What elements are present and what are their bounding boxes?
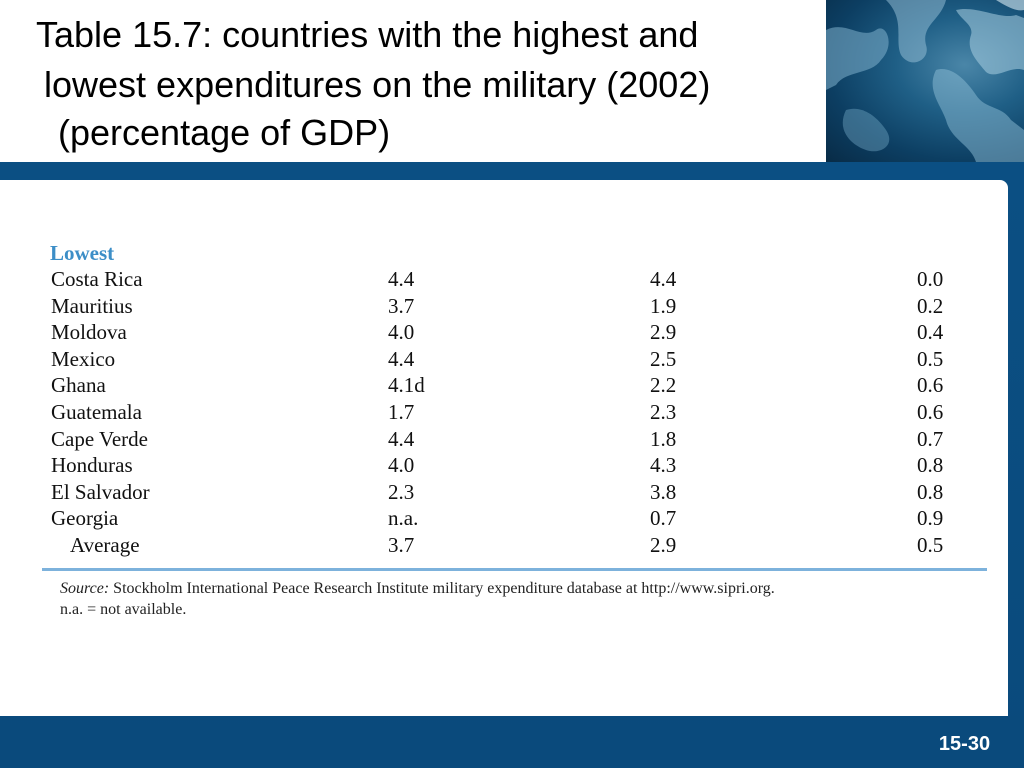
value-col-3: 0.7 [917,426,944,451]
value-col-3: 0.9 [917,506,944,531]
table-row: Guatemala 1.7 2.3 0.6 [50,399,970,426]
source-note: Source: Stockholm International Peace Re… [60,578,960,620]
value-col-1: 4.1d [388,373,425,398]
country-name: Georgia [51,506,119,531]
value-col-3: 0.8 [917,453,944,478]
value-col-1: 2.3 [388,479,415,504]
table-row: Ghana 4.1d 2.2 0.6 [50,372,970,399]
average-value-1: 3.7 [388,532,415,557]
slide-title-line-2: lowest expenditures on the military (200… [44,64,711,105]
value-col-1: 4.4 [388,346,415,371]
country-name: Costa Rica [51,267,143,291]
average-label: Average [70,532,140,557]
country-name: Cape Verde [51,426,148,451]
value-col-2: 2.5 [650,346,677,371]
value-col-1: 4.4 [388,426,415,451]
source-line: Source: Stockholm International Peace Re… [60,578,960,599]
value-col-2: 1.9 [650,293,677,318]
table-row: Cape Verde 4.4 1.8 0.7 [50,426,970,453]
value-col-3: 0.6 [917,373,944,398]
table-body: Costa Rica 4.4 4.4 0.0 Mauritius 3.7 1.9 0.2 Mol… [50,266,970,532]
value-col-2: 0.7 [650,506,677,531]
military-expenditure-table: Lowest Costa Rica 4.4 4.4 0.0 Mauritius 3.7 1.… [50,240,970,559]
decorative-map-image [826,0,1024,162]
page-number-badge: 15-30 [913,716,1024,768]
value-col-1: n.a. [388,506,419,531]
value-col-2: 2.3 [650,399,677,424]
average-value-2: 2.9 [650,532,677,557]
average-row: Average 3.7 2.9 0.5 [50,532,970,559]
value-col-3: 0.2 [917,293,944,318]
average-value-3: 0.5 [917,532,944,557]
value-col-2: 1.8 [650,426,677,451]
source-text: Stockholm International Peace Research I… [109,580,775,597]
value-col-3: 0.5 [917,346,944,371]
slide-title-line-1: Table 15.7: countries with the highest a… [36,14,699,55]
table-row: Honduras 4.0 4.3 0.8 [50,452,970,479]
table-row: Mexico 4.4 2.5 0.5 [50,346,970,373]
value-col-1: 1.7 [388,399,415,424]
value-col-3: 0.4 [917,320,944,345]
value-col-2: 4.3 [650,453,677,478]
country-name: Mexico [51,346,116,371]
country-name: El Salvador [51,479,150,504]
value-col-1: 3.7 [388,293,415,318]
source-label: Source: [60,580,110,597]
value-col-1: 4.0 [388,453,415,478]
country-name: Mauritius [51,293,133,318]
page-number: 15-30 [938,732,991,755]
title-area: Table 15.7: countries with the highest a… [0,0,826,162]
country-name: Honduras [51,453,133,478]
table-row: Mauritius 3.7 1.9 0.2 [50,293,970,320]
table-bottom-rule [42,568,987,571]
value-col-1: 4.4 [388,267,415,291]
table-row: El Salvador 2.3 3.8 0.8 [50,479,970,506]
value-col-2: 3.8 [650,479,677,504]
map-graphic [826,0,1024,162]
section-heading-lowest: Lowest [50,241,115,265]
country-name: Guatemala [51,399,142,424]
value-col-3: 0.8 [917,479,944,504]
value-col-3: 0.0 [917,267,944,291]
value-col-3: 0.6 [917,399,944,424]
na-footnote: n.a. = not available. [60,601,187,618]
slide-title-line-3: (percentage of GDP) [58,112,391,153]
country-name: Moldova [51,320,127,345]
value-col-1: 4.0 [388,320,415,345]
table-row: Moldova 4.0 2.9 0.4 [50,319,970,346]
table-row: Costa Rica 4.4 4.4 0.0 [50,266,970,293]
country-name: Ghana [51,373,106,398]
content-panel [0,180,1008,716]
value-col-2: 2.9 [650,320,677,345]
table-row: Georgia n.a. 0.7 0.9 [50,505,970,532]
value-col-2: 4.4 [650,267,677,291]
value-col-2: 2.2 [650,373,677,398]
